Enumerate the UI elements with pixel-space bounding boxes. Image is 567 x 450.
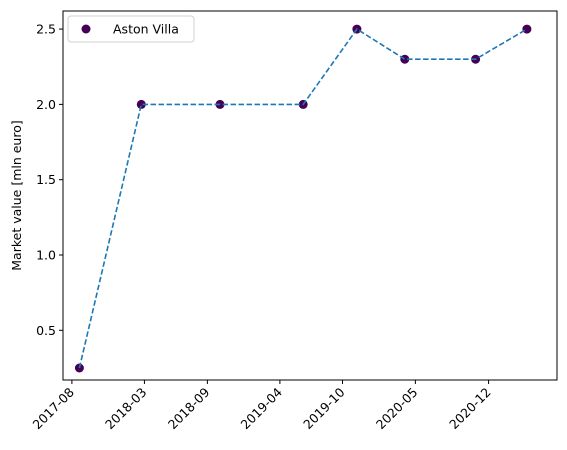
y-tick-label: 1.0 [36,247,56,262]
y-tick-label: 2.0 [36,97,56,112]
x-tick-label: 2018-03 [102,385,150,433]
y-axis-title: Market value [mln euro] [9,120,24,270]
y-tick-label: 2.5 [36,22,56,37]
series-line [78,28,528,369]
x-tick-label: 2020-05 [373,385,421,433]
y-tick-label: 0.5 [36,323,56,338]
y-tick-label: 1.5 [36,172,56,187]
data-point [136,99,146,109]
legend: Aston Villa [67,15,195,43]
x-tick-label: 2017-08 [29,384,77,432]
data-point [522,24,532,34]
legend-marker [81,24,91,34]
x-tick-label: 2019-10 [300,384,348,432]
legend-label-aston-villa: Aston Villa [113,22,179,37]
x-tick-label: 2019-04 [237,384,285,432]
plot-frame [62,10,558,381]
legend-box [67,15,195,43]
x-tick-label: 2020-12 [446,385,494,433]
x-tick-label: 2018-09 [165,384,213,432]
